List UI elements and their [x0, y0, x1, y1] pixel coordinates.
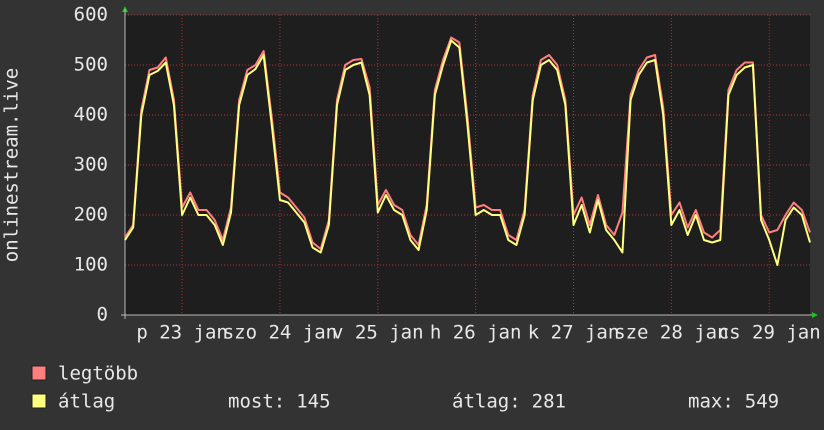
x-tick-label: h 26 jan: [430, 322, 522, 344]
legend-swatch: [31, 393, 47, 409]
series-line: [124, 39, 811, 266]
y-tick-label: 300: [74, 154, 108, 176]
legend-label: legtöbb: [58, 363, 138, 385]
x-tick-label: szo 24 jan: [223, 322, 337, 344]
y-tick-label: 0: [97, 304, 108, 326]
x-tick-label: p 23 jan: [136, 322, 228, 344]
y-tick-label: 400: [74, 104, 108, 126]
axis-arrow: [812, 312, 818, 318]
stat-value: 281: [532, 391, 566, 413]
x-tick-label: sze 28 jan: [614, 322, 728, 344]
y-tick-label: 200: [74, 204, 108, 226]
y-axis-label: onlinestream.live: [1, 68, 23, 262]
stat-label: max:: [688, 391, 734, 413]
stat-value: 145: [296, 391, 330, 413]
y-tick-label: 600: [74, 4, 108, 26]
x-tick-label: cs 29 jan: [718, 322, 821, 344]
stat-value: 549: [745, 391, 779, 413]
legend-label: átlag: [58, 391, 115, 413]
stat-label: most:: [228, 391, 285, 413]
y-tick-label: 100: [74, 254, 108, 276]
x-tick-label: v 25 jan: [332, 322, 424, 344]
y-tick-label: 500: [74, 54, 108, 76]
legend-swatch: [31, 365, 47, 381]
x-tick-label: k 27 jan: [528, 322, 620, 344]
stat-label: átlag:: [452, 391, 521, 413]
